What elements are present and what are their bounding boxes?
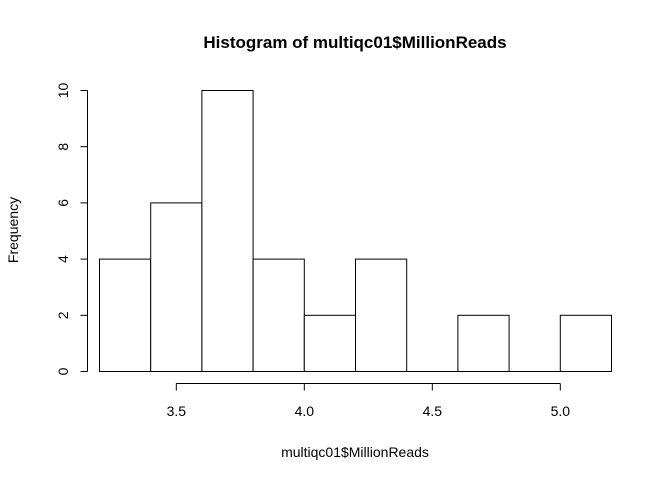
x-tick-label-0: 3.5 bbox=[167, 403, 187, 419]
x-tick-label-2: 4.5 bbox=[423, 403, 443, 419]
histogram-bar-2 bbox=[201, 90, 254, 372]
y-tick-label-0: 0 bbox=[55, 367, 71, 375]
x-tick-label-3: 5.0 bbox=[551, 403, 571, 419]
x-axis: 3.5 4.0 4.5 5.0 bbox=[167, 383, 571, 419]
x-axis-label: multiqc01$MillionReads bbox=[281, 444, 429, 460]
histogram-bar-0 bbox=[99, 258, 152, 373]
histogram-bar-1 bbox=[150, 202, 203, 372]
chart-title: Histogram of multiqc01$MillionReads bbox=[203, 33, 506, 52]
x-tick-label-1: 4.0 bbox=[295, 403, 315, 419]
y-tick-label-1: 2 bbox=[55, 311, 71, 319]
y-tick-label-2: 4 bbox=[55, 255, 71, 263]
histogram-bar-7 bbox=[457, 314, 510, 372]
y-axis: 0 2 4 6 8 10 bbox=[55, 83, 88, 375]
histogram-bars bbox=[99, 90, 612, 373]
histogram-bar-5 bbox=[355, 258, 408, 373]
y-tick-label-3: 6 bbox=[55, 199, 71, 207]
y-tick-label-5: 10 bbox=[55, 83, 71, 99]
histogram-bar-4 bbox=[303, 314, 356, 372]
y-tick-label-4: 8 bbox=[55, 143, 71, 151]
histogram-bar-3 bbox=[252, 258, 305, 373]
histogram-bar-9 bbox=[559, 314, 612, 372]
y-axis-label: Frequency bbox=[5, 197, 21, 263]
